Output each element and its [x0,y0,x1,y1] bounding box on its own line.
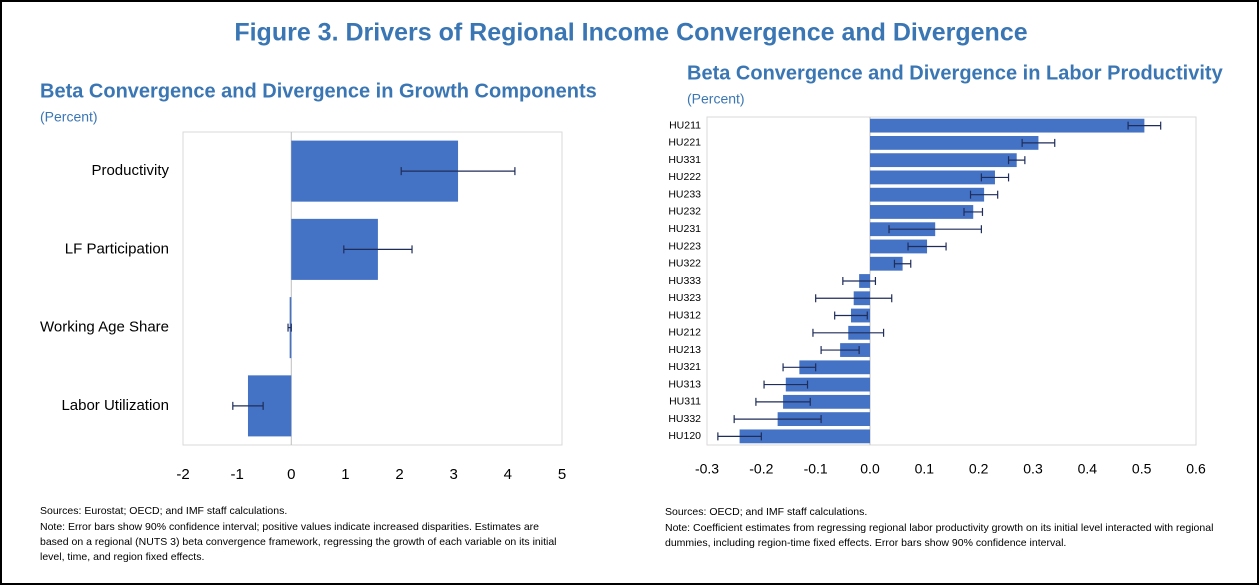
error-bar [782,363,817,372]
category-label: HU221 [668,137,701,149]
category-label: HU120 [668,430,701,442]
category-label: HU231 [668,223,701,235]
x-tick-label: 0.5 [1132,461,1152,477]
error-bar [820,346,860,355]
error-bar [733,415,822,424]
error-bar [755,397,811,406]
category-label: HU223 [668,240,701,252]
bar [870,170,995,185]
error-bar [343,245,413,254]
category-label: HU222 [668,171,701,183]
error-bar [888,225,982,234]
x-tick-label: 5 [558,466,566,483]
sources: Sources: Eurostat; OECD; and IMF staff c… [40,505,288,517]
error-bar [834,311,868,320]
error-bar [969,190,999,199]
x-tick-label: 0.6 [1186,461,1206,477]
x-tick-label: 0.0 [860,461,880,477]
category-label: HU233 [668,188,701,200]
error-bar [842,277,877,285]
x-tick-label: 0.4 [1078,461,1098,477]
bar [870,239,928,254]
error-bar [1007,156,1026,165]
bar [783,394,870,409]
category-label: HU213 [668,344,701,356]
category-label: HU321 [668,361,701,373]
category-label: HU333 [668,275,701,287]
plot-area [706,116,1197,446]
x-tick-label: -1 [230,466,243,483]
figure-title: Figure 3. Drivers of Regional Income Con… [234,19,1027,47]
category-label: HU232 [668,206,701,218]
chart-subtitle: (Percent) [687,91,745,107]
category-label: HU323 [668,292,701,304]
error-bar [963,207,984,216]
bar [870,153,1017,168]
x-tick-label: 1 [341,466,349,483]
x-tick-label: 0.3 [1023,461,1043,477]
bar [870,118,1145,133]
error-bar [980,173,1010,182]
error-bar [763,380,809,389]
bar [785,377,870,392]
bar [799,360,870,375]
chart-subtitle: (Percent) [40,109,98,125]
chart-title: Beta Convergence and Divergence in Growt… [40,80,597,102]
error-bar [907,242,947,251]
note: Note: Coefficient estimates from regress… [665,522,1214,549]
category-label: HU311 [669,396,701,408]
x-tick-label: 3 [450,466,458,483]
bar [870,205,974,219]
category-label: LF Participation [65,240,169,257]
x-tick-label: -0.1 [804,461,828,477]
x-tick-label: 0.2 [969,461,989,477]
error-bar [1021,138,1056,147]
category-label: Productivity [91,162,169,179]
category-label: HU212 [668,327,701,339]
error-bar [815,294,893,303]
bar [870,187,985,202]
sources: Sources: OECD; and IMF staff calculation… [665,506,868,518]
category-label: HU322 [668,258,701,270]
bar [739,429,870,444]
category-label: Labor Utilization [61,397,169,414]
chart-title: Beta Convergence and Divergence in Labor… [687,62,1224,84]
category-label: HU331 [668,154,701,166]
error-bar [717,432,762,441]
error-bar [1127,121,1162,130]
x-tick-label: -0.2 [749,461,773,477]
category-label: Working Age Share [40,319,169,336]
error-bar [812,328,885,337]
x-tick-label: 2 [395,466,403,483]
x-tick-label: 4 [504,466,512,483]
error-bar [232,401,264,410]
x-tick-label: 0.1 [915,461,935,477]
note: Note: Error bars show 90% confidence int… [40,521,557,563]
x-tick-label: -0.3 [695,461,719,477]
error-bar [400,167,516,176]
error-bar [893,259,912,268]
category-label: HU211 [669,119,701,131]
category-label: HU313 [668,378,701,390]
bar [870,135,1039,150]
x-tick-label: -2 [176,466,189,483]
error-bar [287,323,292,332]
category-label: HU312 [668,309,701,321]
plot-area [182,131,563,446]
category-label: HU332 [668,413,701,425]
x-tick-label: 0 [287,466,295,483]
bar [777,412,870,427]
